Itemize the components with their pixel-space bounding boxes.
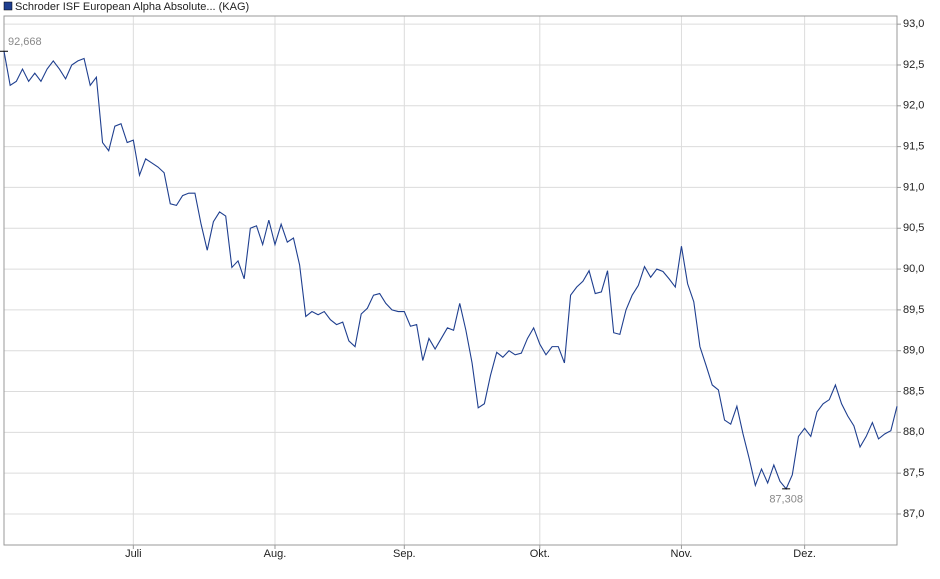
value-label: 87,308 [769, 494, 803, 506]
value-label: 92,668 [8, 36, 42, 48]
y-tick-label: 89,5 [903, 304, 924, 316]
x-tick-label: Nov. [671, 548, 693, 560]
legend-label: Schroder ISF European Alpha Absolute... … [15, 1, 249, 13]
x-tick-label: Sep. [393, 548, 416, 560]
y-tick-label: 90,5 [903, 222, 924, 234]
price-line [3, 51, 898, 490]
y-tick-label: 89,0 [903, 345, 924, 357]
y-tick-label: 87,0 [903, 508, 924, 520]
y-tick-label: 90,0 [903, 263, 924, 275]
legend-swatch [3, 1, 13, 11]
y-tick-label: 88,0 [903, 426, 924, 438]
y-tick-label: 88,5 [903, 385, 924, 397]
plot-frame [3, 15, 898, 546]
y-tick-label: 93,0 [903, 18, 924, 30]
y-tick-label: 91,0 [903, 181, 924, 193]
y-tick-label: 87,5 [903, 467, 924, 479]
y-tick-label: 92,0 [903, 100, 924, 112]
x-tick-label: Okt. [530, 548, 550, 560]
x-tick-label: Aug. [264, 548, 287, 560]
x-tick-label: Juli [125, 548, 142, 560]
y-tick-label: 91,5 [903, 141, 924, 153]
x-tick-label: Dez. [793, 548, 816, 560]
y-tick-label: 92,5 [903, 59, 924, 71]
